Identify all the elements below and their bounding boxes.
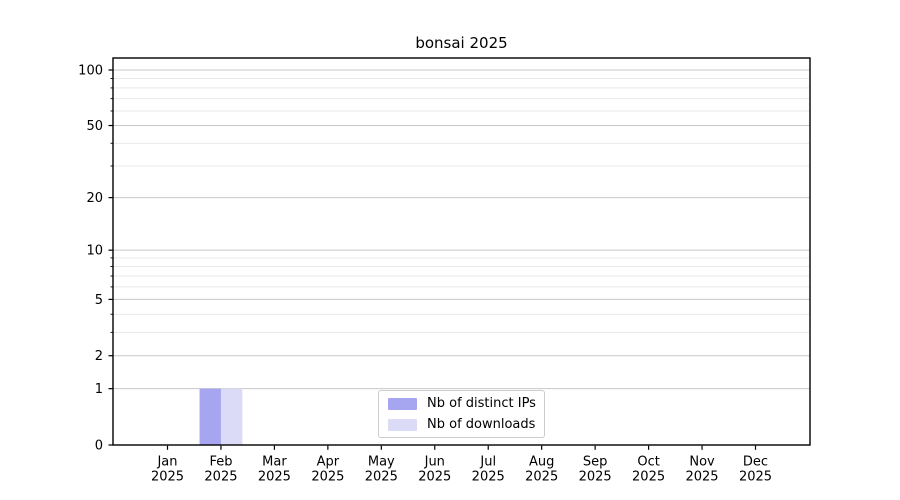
x-tick-label-month: Nov — [689, 455, 715, 470]
y-tick-label: 0 — [95, 439, 103, 454]
y-tick-label: 50 — [86, 119, 103, 134]
x-tick-label-year: 2025 — [365, 470, 398, 485]
x-tick-label-year: 2025 — [418, 470, 451, 485]
x-tick-label-month: Aug — [529, 455, 554, 470]
y-tick-label: 5 — [95, 293, 103, 308]
legend-swatch — [388, 418, 417, 431]
legend-row: Nb of distinct IPs — [379, 394, 544, 413]
legend: Nb of distinct IPs Nb of downloads — [378, 390, 545, 438]
x-tick-label-year: 2025 — [472, 470, 505, 485]
x-tick-label-year: 2025 — [739, 470, 772, 485]
x-tick-label-month: Jan — [156, 455, 177, 470]
x-tick-label-month: Mar — [262, 455, 287, 470]
x-tick-label-year: 2025 — [685, 470, 718, 485]
legend-swatch — [388, 397, 417, 410]
x-tick-label-month: Feb — [209, 455, 232, 470]
x-tick-label-year: 2025 — [258, 470, 291, 485]
x-tick-label-year: 2025 — [579, 470, 612, 485]
x-tick-label-year: 2025 — [204, 470, 237, 485]
legend-label: Nb of downloads — [427, 417, 536, 432]
y-tick-label: 2 — [95, 349, 103, 364]
x-tick-label-month: Oct — [637, 455, 659, 470]
y-tick-label: 20 — [86, 191, 103, 206]
x-tick-label-month: Dec — [743, 455, 768, 470]
x-tick-label-month: May — [368, 455, 395, 470]
x-tick-label-year: 2025 — [151, 470, 184, 485]
legend-label: Nb of distinct IPs — [427, 396, 536, 411]
x-tick-label-year: 2025 — [632, 470, 665, 485]
bar-nb-of-distinct-ips-feb — [199, 388, 221, 445]
x-tick-label-month: Jun — [424, 455, 445, 470]
chart-title: bonsai 2025 — [415, 34, 508, 52]
x-tick-label-month: Sep — [583, 455, 608, 470]
y-tick-label: 10 — [86, 244, 103, 259]
x-tick-label-year: 2025 — [525, 470, 558, 485]
y-tick-label: 100 — [78, 64, 103, 79]
bar-nb-of-downloads-feb — [220, 388, 243, 445]
x-tick-label-year: 2025 — [311, 470, 344, 485]
x-tick-label-month: Jul — [479, 455, 496, 470]
y-tick-label: 1 — [95, 382, 103, 397]
plot-border — [112, 57, 811, 446]
legend-row: Nb of downloads — [379, 415, 544, 434]
x-tick-label-month: Apr — [317, 455, 340, 470]
